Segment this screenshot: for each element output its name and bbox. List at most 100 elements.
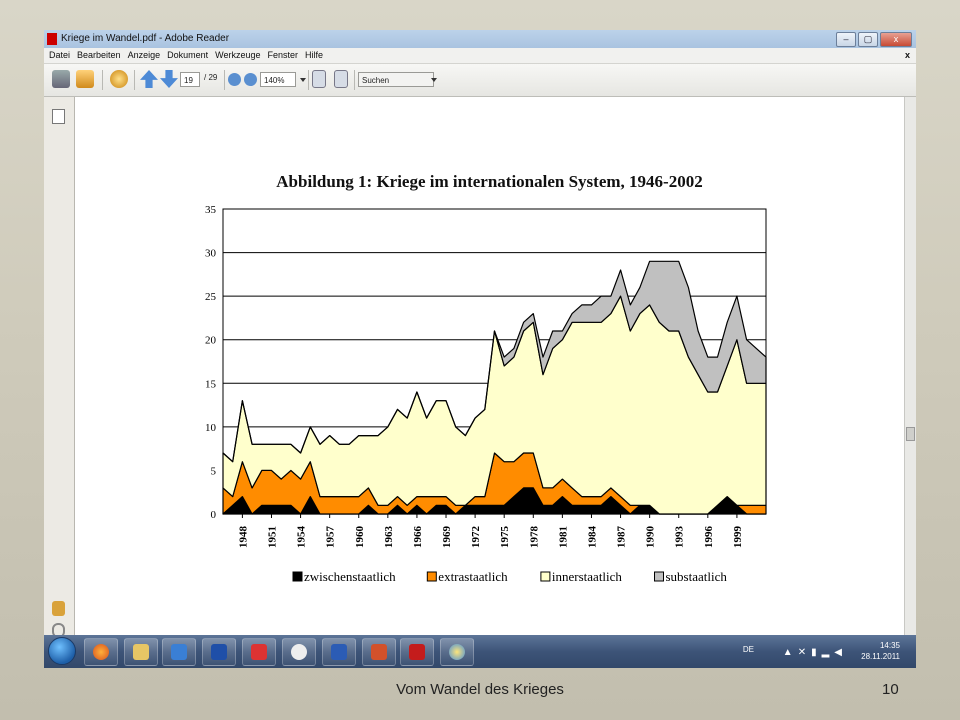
stacked-area-chart: 0 5 10 15 20 25 30 35 1948 1951 1954 1957 1960 1963 19… bbox=[205, 204, 767, 584]
x-tick-label: 1987 bbox=[616, 526, 628, 549]
x-tick-label: 1969 bbox=[441, 526, 453, 549]
start-button[interactable] bbox=[48, 637, 76, 665]
collaborate-icon[interactable] bbox=[110, 70, 128, 88]
adobe-reader-window: Kriege im Wandel.pdf - Adobe Reader – ▢ … bbox=[44, 30, 916, 668]
tray-tool-icon[interactable]: ✕ bbox=[797, 647, 807, 658]
menu-anzeige[interactable]: Anzeige bbox=[127, 50, 161, 60]
zoom-in-icon[interactable] bbox=[244, 73, 257, 86]
next-page-icon[interactable] bbox=[160, 70, 178, 88]
page-number-input[interactable]: 19 bbox=[180, 72, 200, 87]
toolbar-divider bbox=[354, 70, 355, 90]
language-indicator[interactable]: DE bbox=[742, 645, 754, 654]
x-tick-label: 1960 bbox=[354, 526, 366, 549]
navigation-panel bbox=[44, 97, 75, 638]
toolbar-divider bbox=[134, 70, 135, 90]
series-area-substaatlich bbox=[222, 260, 767, 463]
fit-width-icon[interactable] bbox=[312, 70, 326, 88]
word-icon bbox=[331, 644, 347, 660]
zoom-out-icon[interactable] bbox=[228, 73, 241, 86]
menu-fenster[interactable]: Fenster bbox=[267, 50, 298, 60]
minimize-button[interactable]: – bbox=[836, 32, 856, 47]
x-tick-label: 1957 bbox=[325, 526, 337, 549]
comments-icon[interactable] bbox=[52, 601, 65, 616]
vertical-scrollbar[interactable] bbox=[904, 97, 916, 635]
adobe-reader-icon bbox=[409, 644, 425, 660]
y-tick-label: 0 bbox=[211, 509, 217, 521]
menu-datei[interactable]: Datei bbox=[49, 50, 71, 60]
taskbar-media[interactable] bbox=[162, 638, 196, 666]
legend-label-extrastaatlich: extrastaatlich bbox=[438, 569, 508, 584]
x-tick-label: 1963 bbox=[383, 526, 395, 549]
taskbar-adobe-reader[interactable] bbox=[400, 638, 434, 666]
taskbar-app[interactable] bbox=[202, 638, 236, 666]
print-icon[interactable] bbox=[52, 70, 70, 88]
y-tick-label: 10 bbox=[205, 422, 217, 434]
x-tick-label: 1996 bbox=[703, 526, 715, 549]
menu-bearbeiten[interactable]: Bearbeiten bbox=[77, 50, 121, 60]
legend-label-substaatlich: substaatlich bbox=[666, 569, 728, 584]
pdf-document-icon bbox=[47, 33, 57, 45]
device-icon[interactable]: ▮ bbox=[811, 647, 817, 658]
close-button[interactable]: x bbox=[880, 32, 912, 47]
chevron-down-icon[interactable] bbox=[431, 78, 437, 82]
y-tick-label: 35 bbox=[205, 204, 217, 216]
menu-hilfe[interactable]: Hilfe bbox=[305, 50, 324, 60]
volume-icon[interactable]: ◀ bbox=[834, 647, 842, 658]
taskbar-powerpoint[interactable] bbox=[362, 638, 396, 666]
x-tick-label: 1984 bbox=[586, 526, 598, 549]
taskbar-pinned[interactable] bbox=[242, 638, 276, 666]
x-tick-label: 1954 bbox=[296, 526, 308, 549]
page-total: / 29 bbox=[204, 73, 218, 82]
slide-footer: Vom Wandel des Krieges bbox=[396, 681, 564, 698]
menu-werkzeuge[interactable]: Werkzeuge bbox=[215, 50, 261, 60]
x-tick-label: 1948 bbox=[237, 526, 249, 549]
window-title: Kriege im Wandel.pdf - Adobe Reader bbox=[61, 33, 230, 44]
show-hidden-icons-icon[interactable]: ▲ bbox=[782, 647, 793, 658]
y-tick-label: 15 bbox=[205, 378, 217, 390]
firefox-icon bbox=[93, 644, 109, 660]
taskbar-explorer[interactable] bbox=[124, 638, 158, 666]
toolbar: 19 / 29 140% Suchen bbox=[44, 64, 916, 97]
pin-icon bbox=[251, 644, 267, 660]
scrollbar-thumb[interactable] bbox=[906, 427, 915, 441]
previous-page-icon[interactable] bbox=[140, 70, 158, 88]
search-input[interactable]: Suchen bbox=[358, 72, 434, 87]
taskbar-word[interactable] bbox=[322, 638, 356, 666]
powerpoint-icon bbox=[371, 644, 387, 660]
legend-swatch-innerstaatlich bbox=[540, 571, 551, 582]
taskbar-clock-app[interactable] bbox=[282, 638, 316, 666]
clock[interactable]: 14:35 28.11.2011 bbox=[861, 640, 900, 662]
toolbar-divider bbox=[224, 70, 225, 90]
clock-icon bbox=[291, 644, 307, 660]
clock-time: 14:35 bbox=[879, 641, 900, 650]
fit-page-icon[interactable] bbox=[334, 70, 348, 88]
x-tick-label: 1966 bbox=[412, 526, 424, 549]
tray-icons: ▲ ✕ ▮ ▂ ◀ bbox=[783, 647, 842, 658]
zoom-level-select[interactable]: 140% bbox=[260, 72, 296, 87]
menu-bar: Datei Bearbeiten Anzeige Dokument Werkze… bbox=[44, 48, 916, 64]
chevron-down-icon[interactable] bbox=[300, 78, 306, 82]
pages-icon[interactable] bbox=[52, 109, 65, 124]
x-tick-label: 1999 bbox=[732, 526, 744, 549]
title-bar: Kriege im Wandel.pdf - Adobe Reader – ▢ … bbox=[44, 30, 916, 48]
y-tick-label: 30 bbox=[205, 248, 217, 260]
x-tick-label: 1990 bbox=[645, 526, 657, 549]
legend-label-zwischenstaatlich: zwischenstaatlich bbox=[304, 569, 396, 584]
chart-title: Abbildung 1: Kriege im internationalen S… bbox=[276, 172, 703, 191]
toolbar-divider bbox=[102, 70, 103, 90]
taskbar-paint[interactable] bbox=[440, 638, 474, 666]
y-tick-label: 25 bbox=[205, 291, 217, 303]
x-tick-label: 1993 bbox=[674, 526, 686, 549]
taskbar-firefox[interactable] bbox=[84, 638, 118, 666]
close-document-button[interactable]: x bbox=[904, 50, 910, 60]
legend-swatch-zwischenstaatlich bbox=[292, 571, 303, 582]
maximize-button[interactable]: ▢ bbox=[858, 32, 878, 47]
x-tick-label: 1972 bbox=[470, 526, 482, 549]
y-tick-label: 20 bbox=[205, 335, 217, 347]
app-icon bbox=[211, 644, 227, 660]
menu-dokument[interactable]: Dokument bbox=[167, 50, 209, 60]
window-controls: – ▢ x bbox=[836, 32, 912, 47]
network-icon[interactable]: ▂ bbox=[821, 647, 830, 658]
media-player-icon bbox=[171, 644, 187, 660]
share-icon[interactable] bbox=[76, 70, 94, 88]
